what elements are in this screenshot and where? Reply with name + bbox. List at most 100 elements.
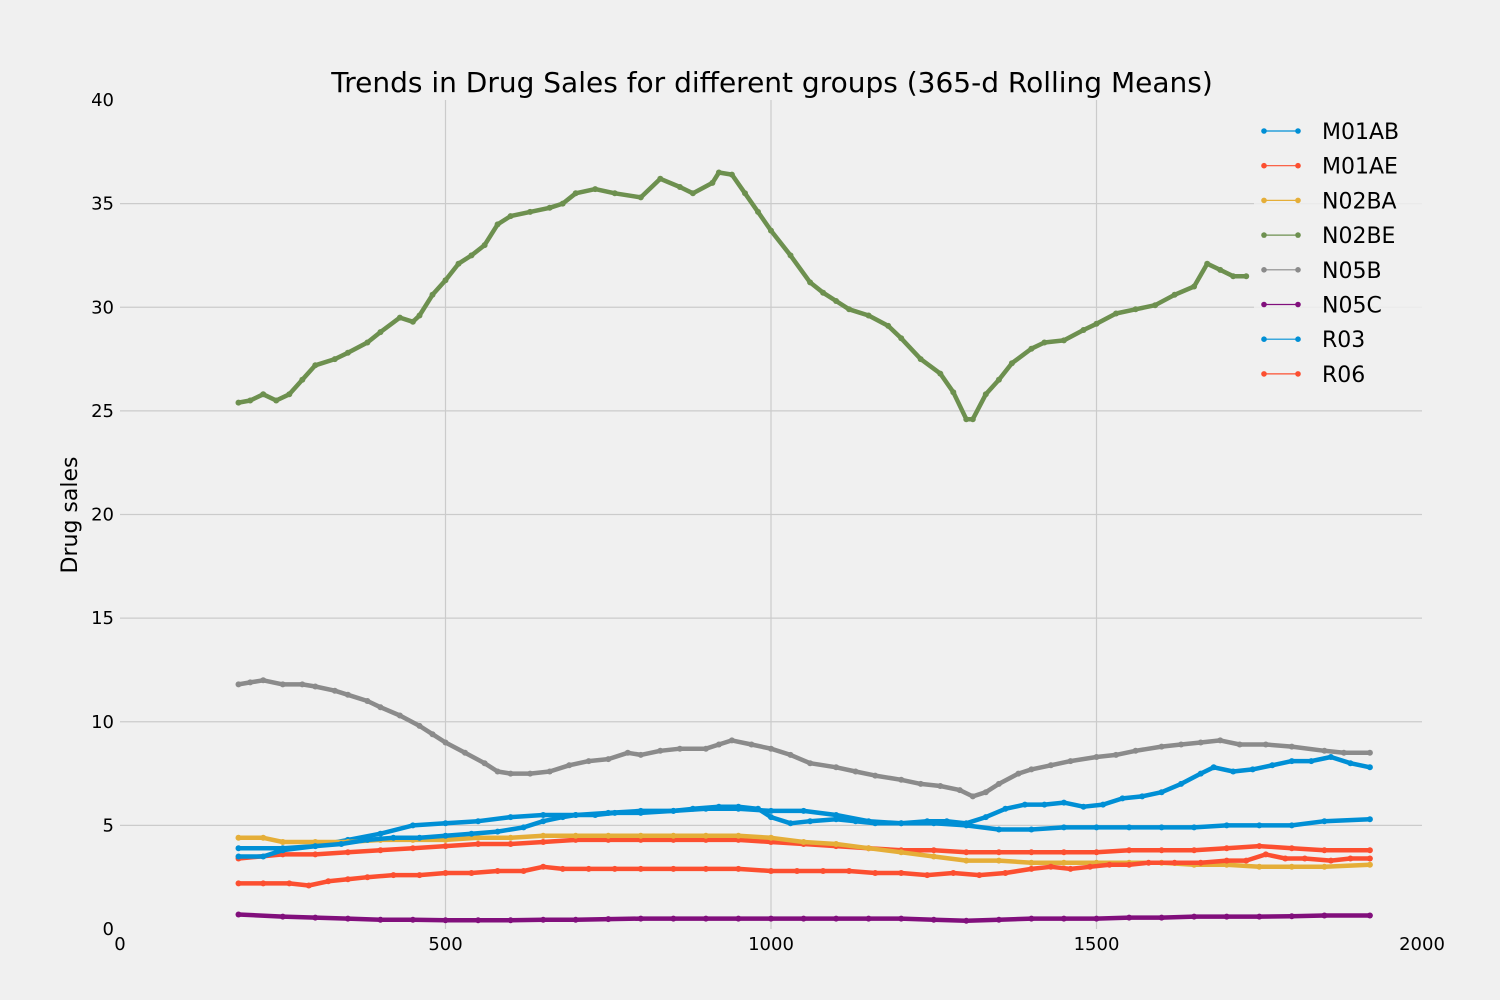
data-point bbox=[937, 370, 944, 377]
data-point bbox=[702, 745, 709, 752]
data-point bbox=[1060, 799, 1067, 806]
legend-item-m01ae[interactable]: M01AE bbox=[1261, 155, 1398, 180]
data-point bbox=[279, 681, 286, 688]
data-point bbox=[409, 318, 416, 325]
legend-item-n02ba[interactable]: N02BA bbox=[1261, 189, 1397, 214]
data-point bbox=[807, 279, 814, 286]
data-point bbox=[689, 190, 696, 197]
legend-label: N05B bbox=[1322, 259, 1382, 284]
y-tick-label: 35 bbox=[91, 194, 114, 215]
data-point bbox=[898, 849, 905, 856]
series-line bbox=[236, 170, 1249, 422]
y-tick-label: 10 bbox=[91, 712, 114, 733]
data-point bbox=[1060, 849, 1067, 856]
data-point bbox=[637, 832, 644, 839]
data-point bbox=[768, 915, 774, 922]
legend[interactable]: M01AB M01AE N02BA N02BE N05B N05C R03 R06 bbox=[1254, 110, 1422, 395]
data-point bbox=[930, 916, 937, 923]
data-point bbox=[768, 807, 774, 814]
data-point bbox=[995, 780, 1002, 787]
data-point bbox=[260, 834, 267, 841]
y-tick-label: 40 bbox=[91, 90, 114, 111]
legend-item-m01ab[interactable]: M01AB bbox=[1261, 120, 1399, 145]
data-point bbox=[872, 820, 879, 827]
data-point bbox=[1230, 273, 1237, 280]
data-point bbox=[995, 857, 1002, 864]
data-point bbox=[409, 845, 416, 852]
data-point bbox=[742, 190, 748, 197]
legend-swatch-marker bbox=[1261, 301, 1267, 308]
data-point bbox=[247, 679, 254, 686]
data-point bbox=[1191, 847, 1198, 854]
data-point bbox=[950, 389, 957, 396]
y-tick-label: 25 bbox=[91, 401, 114, 422]
data-point bbox=[572, 812, 579, 818]
data-point bbox=[676, 745, 683, 752]
data-point bbox=[1321, 847, 1328, 854]
data-point bbox=[1321, 912, 1328, 919]
legend-swatch-marker bbox=[1295, 162, 1301, 169]
data-point bbox=[416, 834, 423, 841]
data-point bbox=[592, 812, 599, 818]
legend-item-r03[interactable]: R03 bbox=[1261, 328, 1365, 353]
data-point bbox=[260, 677, 267, 684]
legend-item-n02be[interactable]: N02BE bbox=[1261, 224, 1395, 249]
series-line bbox=[236, 852, 1373, 888]
legend-item-n05b[interactable]: N05B bbox=[1261, 259, 1382, 284]
data-point bbox=[344, 915, 351, 922]
data-point bbox=[1366, 855, 1373, 862]
data-point bbox=[1028, 915, 1035, 922]
legend-item-n05c[interactable]: N05C bbox=[1261, 294, 1382, 319]
data-point bbox=[898, 820, 905, 827]
data-point bbox=[1197, 859, 1204, 866]
x-tick-label: 1500 bbox=[1074, 934, 1120, 955]
data-point bbox=[605, 836, 612, 843]
data-point bbox=[1256, 843, 1263, 850]
data-point bbox=[507, 814, 514, 821]
data-point bbox=[442, 277, 449, 284]
data-point bbox=[1347, 855, 1354, 862]
data-point bbox=[611, 809, 618, 816]
series-n05c bbox=[235, 911, 1373, 924]
data-point bbox=[1288, 913, 1295, 920]
data-point bbox=[1223, 822, 1230, 829]
data-point bbox=[1366, 749, 1373, 756]
data-point bbox=[585, 758, 592, 765]
data-point bbox=[982, 789, 989, 796]
legend-label: R06 bbox=[1322, 363, 1365, 388]
legend-swatch-marker bbox=[1295, 232, 1301, 238]
data-point bbox=[1262, 741, 1269, 748]
legend-label: R03 bbox=[1322, 328, 1365, 353]
data-point bbox=[299, 376, 306, 383]
data-point bbox=[670, 832, 677, 839]
data-point bbox=[735, 832, 742, 839]
data-point bbox=[702, 915, 709, 922]
data-point bbox=[1288, 822, 1295, 829]
data-point bbox=[702, 832, 709, 839]
y-tick-label: 5 bbox=[103, 815, 114, 836]
data-point bbox=[1028, 766, 1035, 773]
data-point bbox=[247, 397, 254, 404]
series-r06 bbox=[235, 851, 1373, 889]
data-point bbox=[235, 834, 242, 841]
data-point bbox=[279, 913, 286, 920]
data-point bbox=[235, 399, 242, 406]
data-point bbox=[1191, 824, 1198, 831]
grid bbox=[120, 100, 1422, 929]
data-point bbox=[1288, 845, 1295, 852]
data-point bbox=[787, 820, 794, 827]
data-point bbox=[1047, 762, 1054, 769]
x-tick-label: 2000 bbox=[1399, 934, 1445, 955]
data-point bbox=[1028, 849, 1035, 856]
data-point bbox=[468, 830, 475, 837]
data-point bbox=[1060, 859, 1067, 866]
data-point bbox=[1158, 847, 1165, 854]
data-point bbox=[235, 853, 242, 860]
legend-item-r06[interactable]: R06 bbox=[1261, 363, 1365, 388]
series-n02be bbox=[235, 169, 1250, 423]
data-point bbox=[1002, 870, 1009, 876]
data-point bbox=[235, 681, 242, 688]
data-point bbox=[442, 870, 449, 876]
data-point bbox=[1041, 339, 1048, 346]
